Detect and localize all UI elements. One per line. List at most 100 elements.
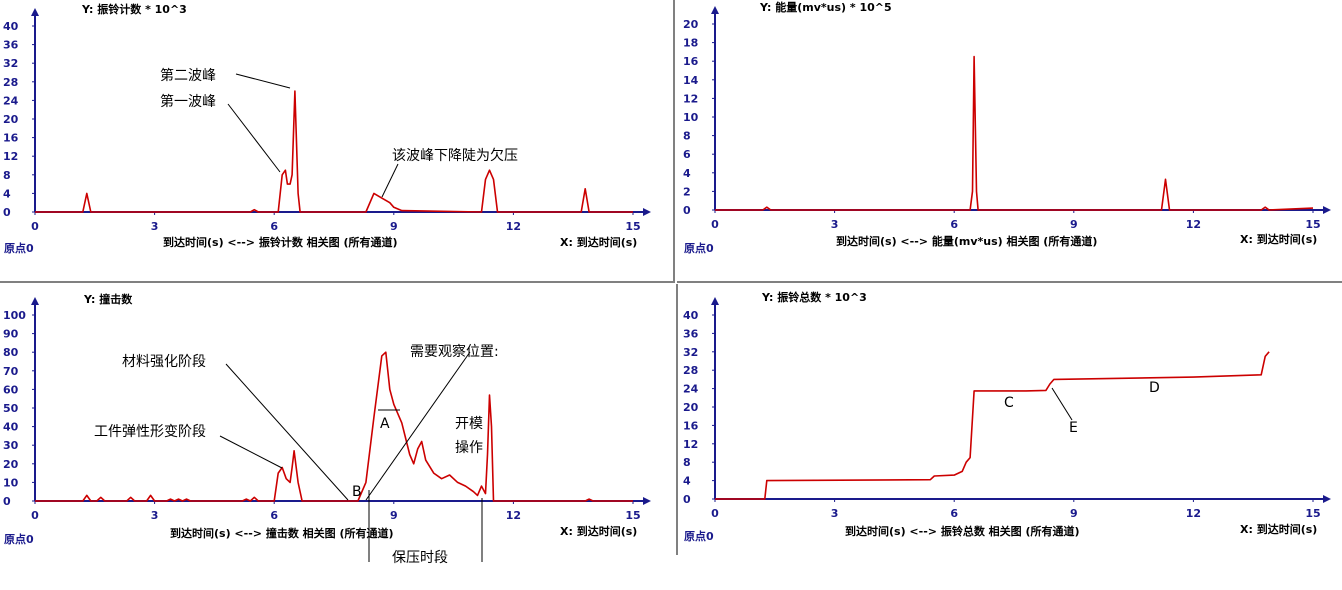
leader-line — [381, 163, 399, 198]
x-tick-label: 3 — [831, 218, 839, 231]
annotation-first-peak: 第一波峰 — [160, 93, 216, 110]
x-tick-label: 6 — [950, 507, 958, 520]
y-tick-label: 2 — [683, 185, 691, 198]
x-axis-title: 到达时间(s) <--> 能量(mv*us) 相关图 (所有通道) — [836, 234, 1097, 248]
y-tick-label: 32 — [3, 57, 18, 70]
x-axis-title: 到达时间(s) <--> 振铃总数 相关图 (所有通道) — [845, 524, 1080, 538]
x-tick-label: 9 — [390, 220, 398, 233]
series-line — [35, 90, 633, 213]
y-tick-label: 24 — [3, 94, 19, 107]
axes: 0 2 4 6 8 10 12 14 16 18 20 0 3 6 9 12 15 — [683, 6, 1331, 231]
y-tick-label: 28 — [683, 364, 698, 377]
chart-panel-hits: Y: 撞击数 0 10 20 30 40 50 60 70 80 90 100 0 3 6 9 12 15 到达… — [3, 292, 651, 566]
y-tick-label: 28 — [3, 76, 18, 89]
y-tick-label: 12 — [3, 150, 18, 163]
x-tick-label: 0 — [711, 218, 719, 231]
x-tick-label: 0 — [31, 220, 39, 233]
y-tick-label: 16 — [683, 419, 699, 432]
annotation-open-mold-2: 操作 — [455, 440, 483, 456]
x-tick-label: 6 — [270, 220, 278, 233]
y-tick-label: 4 — [683, 167, 691, 180]
annotation-open-mold: 开模 — [455, 416, 483, 432]
y-tick-label: 70 — [3, 365, 19, 378]
x-tick-label: 12 — [506, 509, 521, 522]
y-axis-label: Y: 振铃总数 * 10^3 — [761, 290, 867, 304]
annotation-B: B — [352, 484, 362, 500]
y-tick-label: 20 — [683, 401, 699, 414]
y-tick-label: 50 — [3, 402, 19, 415]
y-tick-label: 16 — [683, 55, 699, 68]
y-tick-label: 36 — [683, 327, 699, 340]
y-tick-label: 12 — [683, 92, 698, 105]
y-tick-label: 0 — [3, 495, 11, 508]
y-tick-label: 16 — [3, 132, 19, 145]
x-axis-label: X: 到达时间(s) — [1240, 232, 1317, 246]
x-tick-label: 3 — [151, 220, 159, 233]
y-axis-arrow-icon — [31, 297, 39, 305]
origin-label: 原点0 — [4, 532, 34, 546]
y-tick-label: 0 — [683, 493, 691, 506]
annotation-D: D — [1149, 380, 1160, 396]
x-axis-arrow-icon — [643, 208, 651, 216]
annotation-second-peak: 第二波峰 — [160, 67, 216, 84]
y-tick-label: 6 — [683, 148, 691, 161]
y-tick-label: 4 — [3, 187, 11, 200]
series-line — [35, 351, 633, 502]
leader-line — [365, 351, 471, 501]
x-axis-label: X: 到达时间(s) — [1240, 522, 1317, 536]
annotation-C: C — [1004, 395, 1014, 411]
x-tick-label: 12 — [1186, 507, 1201, 520]
y-tick-label: 0 — [3, 206, 11, 219]
x-tick-label: 6 — [950, 218, 958, 231]
y-tick-label: 12 — [683, 438, 698, 451]
y-tick-label: 10 — [3, 476, 19, 489]
x-tick-label: 6 — [270, 509, 278, 522]
y-tick-label: 10 — [683, 111, 699, 124]
annotation-hold-pressure: 保压时段 — [392, 550, 448, 566]
axes: 0 10 20 30 40 50 60 70 80 90 100 0 3 6 9 12 15 — [3, 297, 651, 522]
y-tick-label: 80 — [3, 346, 19, 359]
leader-line — [225, 363, 349, 501]
leader-line — [1051, 387, 1073, 421]
x-tick-label: 15 — [1305, 507, 1320, 520]
y-tick-label: 32 — [683, 346, 698, 359]
y-axis-arrow-icon — [711, 6, 719, 14]
x-axis-arrow-icon — [643, 497, 651, 505]
origin-label: 原点0 — [684, 529, 714, 543]
y-tick-label: 20 — [3, 113, 19, 126]
x-axis-label: X: 到达时间(s) — [560, 235, 637, 249]
annotation-E: E — [1069, 420, 1078, 436]
x-axis-title: 到达时间(s) <--> 振铃计数 相关图 (所有通道) — [163, 235, 398, 249]
y-tick-label: 14 — [683, 74, 699, 87]
y-tick-label: 8 — [683, 130, 691, 143]
x-axis-title: 到达时间(s) <--> 撞击数 相关图 (所有通道) — [170, 526, 394, 540]
annotation-elastic-deformation: 工件弹性形变阶段 — [94, 424, 206, 440]
y-tick-label: 36 — [3, 39, 19, 52]
y-tick-label: 40 — [683, 309, 699, 322]
y-axis-arrow-icon — [711, 297, 719, 305]
chart-panel-energy: Y: 能量(mv*us) * 10^5 0 2 4 6 8 10 12 14 16 18 20 0 3 6… — [683, 0, 1331, 255]
y-tick-label: 24 — [683, 383, 699, 396]
y-tick-label: 30 — [3, 439, 19, 452]
x-tick-label: 9 — [390, 509, 398, 522]
y-tick-label: 100 — [3, 309, 26, 322]
x-tick-label: 12 — [1186, 218, 1201, 231]
x-axis-label: X: 到达时间(s) — [560, 524, 637, 538]
x-tick-label: 0 — [711, 507, 719, 520]
y-tick-label: 0 — [683, 204, 691, 217]
y-axis-label: Y: 撞击数 — [83, 292, 133, 306]
x-tick-label: 15 — [625, 509, 640, 522]
y-tick-label: 40 — [3, 20, 19, 33]
annotation-drop-note: 该波峰下降陡为欠压 — [392, 148, 518, 164]
leader-line — [235, 73, 291, 89]
origin-label: 原点0 — [684, 241, 714, 255]
x-tick-label: 15 — [625, 220, 640, 233]
y-tick-label: 40 — [3, 421, 19, 434]
y-tick-label: 60 — [3, 383, 19, 396]
leader-line — [219, 435, 283, 469]
y-tick-label: 90 — [3, 328, 19, 341]
